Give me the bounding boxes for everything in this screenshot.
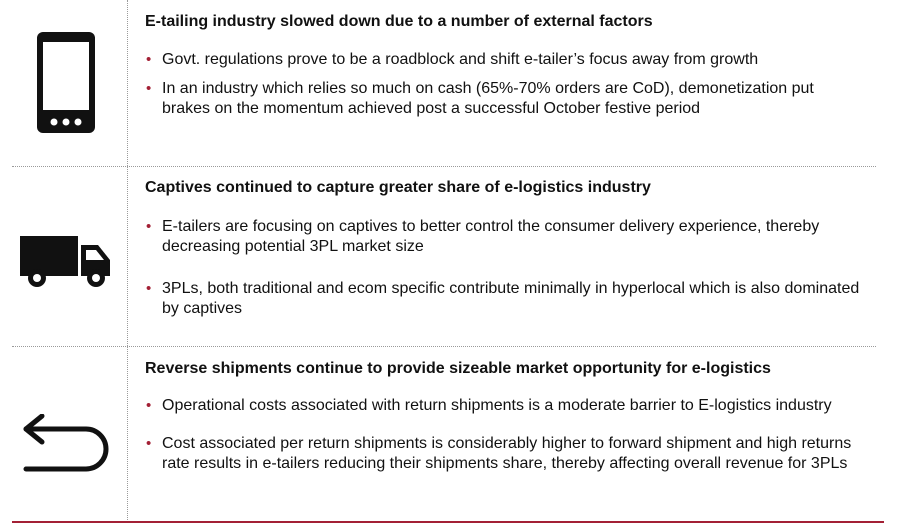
bullet-item: 3PLs, both traditional and ecom specific… xyxy=(145,279,865,319)
section-reverse-shipments: Reverse shipments continue to provide si… xyxy=(145,359,865,474)
section-title: Reverse shipments continue to provide si… xyxy=(145,360,771,377)
bullet-list: E-tailers are focusing on captives to be… xyxy=(145,217,865,319)
section-captives: Captives continued to capture greater sh… xyxy=(145,178,865,319)
smartphone-icon xyxy=(37,32,95,138)
section-title: E-tailing industry slowed down due to a … xyxy=(145,13,653,30)
bullet-list: Govt. regulations prove to be a roadbloc… xyxy=(145,50,865,119)
delivery-truck-icon xyxy=(20,236,112,293)
section-divider xyxy=(12,346,876,347)
bullet-item: E-tailers are focusing on captives to be… xyxy=(145,217,865,257)
bottom-rule xyxy=(12,521,884,523)
section-etailing: E-tailing industry slowed down due to a … xyxy=(145,12,865,119)
return-arrow-icon xyxy=(22,413,110,477)
bullet-item: Govt. regulations prove to be a roadbloc… xyxy=(145,50,865,70)
bullet-item: Cost associated per return shipments is … xyxy=(145,434,865,474)
bullet-item: Operational costs associated with return… xyxy=(145,396,865,416)
section-divider xyxy=(12,166,876,167)
bullet-list: Operational costs associated with return… xyxy=(145,396,865,474)
bullet-item: In an industry which relies so much on c… xyxy=(145,79,865,119)
section-title: Captives continued to capture greater sh… xyxy=(145,179,651,196)
vertical-divider xyxy=(127,0,128,522)
